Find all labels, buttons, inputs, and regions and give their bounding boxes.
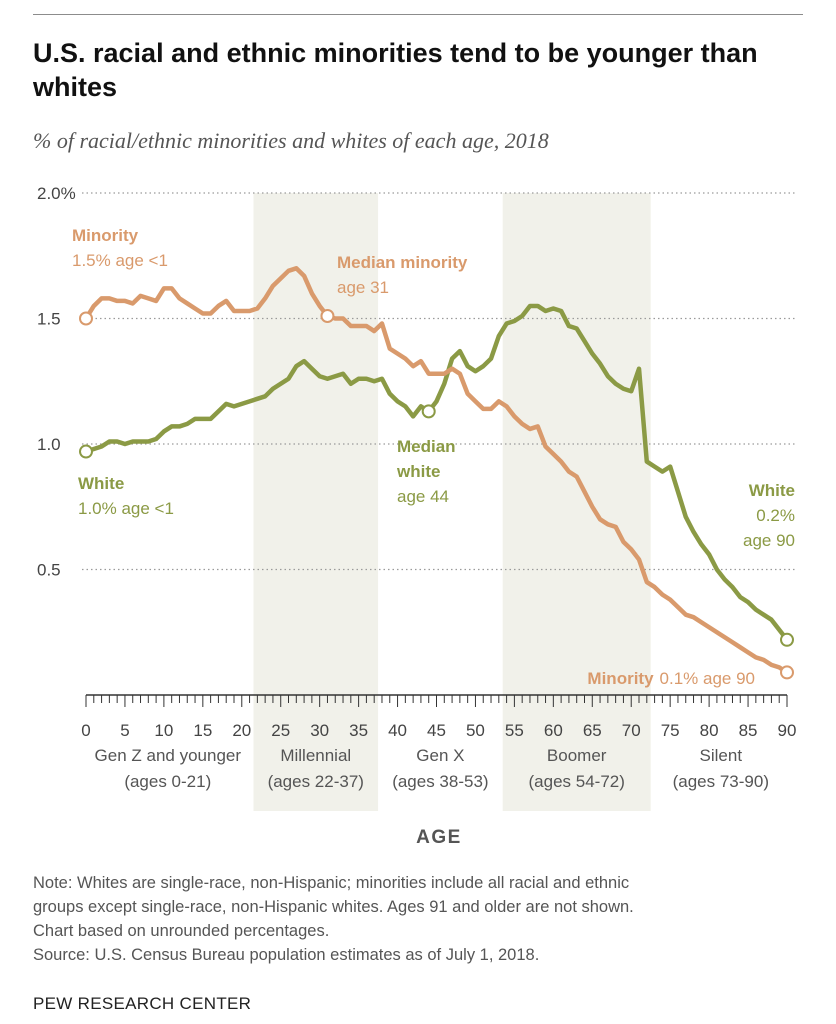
generation-range: (ages 73-90)	[673, 772, 769, 791]
x-tick-label: 10	[154, 721, 173, 740]
annot-minority-median-text: age 31	[337, 278, 389, 297]
chart-notes: Note: Whites are single-race, non-Hispan…	[33, 871, 813, 967]
top-rule	[33, 14, 803, 15]
generation-range: (ages 0-21)	[124, 772, 211, 791]
annot-minority-start-title: Minority	[72, 226, 139, 245]
publisher-credit: PEW RESEARCH CENTER	[33, 994, 252, 1013]
x-tick-label: 30	[310, 721, 329, 740]
x-tick-label: 60	[544, 721, 563, 740]
marker-minority-end	[780, 665, 794, 680]
x-tick-label: 45	[427, 721, 446, 740]
source-line: Source: U.S. Census Bureau population es…	[33, 946, 540, 964]
annot-white-end-title: White	[749, 481, 795, 500]
x-tick-label: 0	[81, 721, 90, 740]
gridlines	[82, 192, 795, 571]
marker-minority-start	[79, 311, 93, 326]
y-tick-label: 2.0%	[37, 184, 76, 203]
annot-white-end-text2: age 90	[743, 531, 795, 550]
note-line: Note: Whites are single-race, non-Hispan…	[33, 874, 630, 892]
marker-white-median	[421, 404, 436, 419]
y-tick-label: 1.5	[37, 310, 61, 329]
x-tick-label: 20	[232, 721, 251, 740]
x-tick-label: 70	[622, 721, 641, 740]
annot-white-median-title: Median	[397, 437, 456, 456]
x-tick-label: 55	[505, 721, 524, 740]
annot-white-end-text: 0.2%	[756, 506, 795, 525]
point-markers	[79, 308, 794, 680]
generation-range: (ages 22-37)	[268, 772, 364, 791]
annot-minority-end-text: 0.1% age 90	[660, 669, 755, 688]
marker-white-start	[79, 444, 93, 459]
marker-minority-median	[320, 308, 335, 323]
generation-name: Gen Z and younger	[95, 746, 242, 765]
annotations: Minority 1.5% age <1 Median minority age…	[72, 226, 795, 688]
x-axis: 0 5 10 15 20 25 30 35 40 45 50 55 60 65 70 75 80 85 90	[81, 694, 797, 740]
annot-white-start-title: White	[78, 474, 124, 493]
x-tick-label: 25	[271, 721, 290, 740]
x-tick-label: 40	[388, 721, 407, 740]
annot-white-median-title2: white	[396, 462, 440, 481]
x-tick-label: 35	[349, 721, 368, 740]
x-tick-label: 15	[193, 721, 212, 740]
chart-title: U.S. racial and ethnic minorities tend t…	[33, 38, 758, 102]
x-tick-label: 75	[661, 721, 680, 740]
series-line-white	[83, 303, 790, 643]
annot-minority-end-title: Minority	[587, 669, 654, 688]
line-chart: 2.0% 1.5 1.0 0.5 0 5 10 15 20 25 30 35 40 45 50 55 60 65…	[37, 184, 797, 848]
note-line: groups except single-race, non-Hispanic …	[33, 898, 634, 916]
y-tick-label: 0.5	[37, 561, 61, 580]
generation-name: Boomer	[547, 746, 607, 765]
series-lines	[83, 266, 790, 675]
x-tick-label: 65	[583, 721, 602, 740]
x-tick-label: 90	[778, 721, 797, 740]
series-line-minority	[83, 266, 790, 675]
annot-minority-median-title: Median minority	[337, 253, 468, 272]
note-line: Chart based on unrounded percentages.	[33, 922, 330, 940]
generation-range: (ages 38-53)	[392, 772, 488, 791]
y-tick-label: 1.0	[37, 435, 61, 454]
chart-subtitle: % of racial/ethnic minorities and whites…	[33, 128, 549, 153]
annot-minority-start-text: 1.5% age <1	[72, 251, 168, 270]
generation-labels: Gen Z and younger (ages 0-21) Millennial (a…	[95, 746, 769, 791]
annot-white-median-text: age 44	[397, 487, 449, 506]
generation-name: Silent	[700, 746, 743, 765]
x-tick-label: 80	[700, 721, 719, 740]
x-tick-label: 50	[466, 721, 485, 740]
x-tick-label: 85	[739, 721, 758, 740]
generation-name: Millennial	[280, 746, 351, 765]
generation-range: (ages 54-72)	[529, 772, 625, 791]
marker-white-end	[780, 632, 794, 647]
annot-minority-end: Minority 0.1% age 90	[587, 669, 755, 688]
generation-name: Gen X	[416, 746, 464, 765]
x-tick-label: 5	[120, 721, 129, 740]
y-axis-labels: 2.0% 1.5 1.0 0.5	[37, 184, 76, 580]
x-axis-title: AGE	[416, 827, 462, 848]
annot-white-start-text: 1.0% age <1	[78, 499, 174, 518]
generation-band-3	[502, 193, 651, 811]
